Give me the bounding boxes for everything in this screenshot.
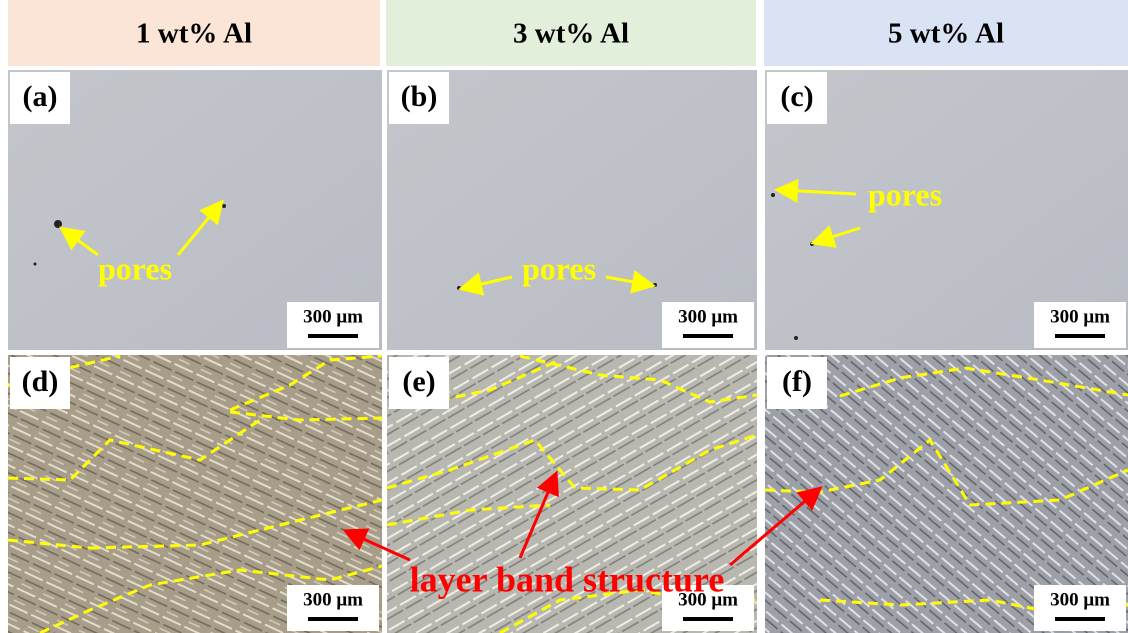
panel-label: (b) xyxy=(401,80,438,113)
panel-label: (e) xyxy=(402,365,435,398)
panel-label: (a) xyxy=(23,80,58,113)
scale-bar-label: 300 μm xyxy=(303,589,363,610)
figure: 1 wt% Al 3 wt% Al 5 wt% Al (a) (b) (c) (… xyxy=(0,0,1128,633)
column-title: 1 wt% Al xyxy=(136,18,252,50)
scale-bar-label: 300 μm xyxy=(678,306,738,327)
panel-label: (c) xyxy=(780,80,813,113)
scale-bar-label: 300 μm xyxy=(303,306,363,327)
annotation: pores xyxy=(522,250,596,286)
column-title: 5 wt% Al xyxy=(888,18,1004,50)
scale-bar-label: 300 μm xyxy=(1050,306,1110,327)
panel-label: (f) xyxy=(782,365,812,398)
annotation: layer band structure xyxy=(410,559,725,599)
column-title: 3 wt% Al xyxy=(513,18,629,50)
scale-bar-label: 300 μm xyxy=(1050,589,1110,610)
annotation: pores xyxy=(868,176,942,212)
annotation: pores xyxy=(98,250,172,286)
panel-label: (d) xyxy=(22,365,59,398)
